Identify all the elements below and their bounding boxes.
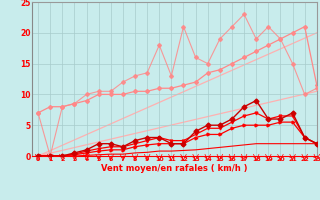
- X-axis label: Vent moyen/en rafales ( km/h ): Vent moyen/en rafales ( km/h ): [101, 164, 248, 173]
